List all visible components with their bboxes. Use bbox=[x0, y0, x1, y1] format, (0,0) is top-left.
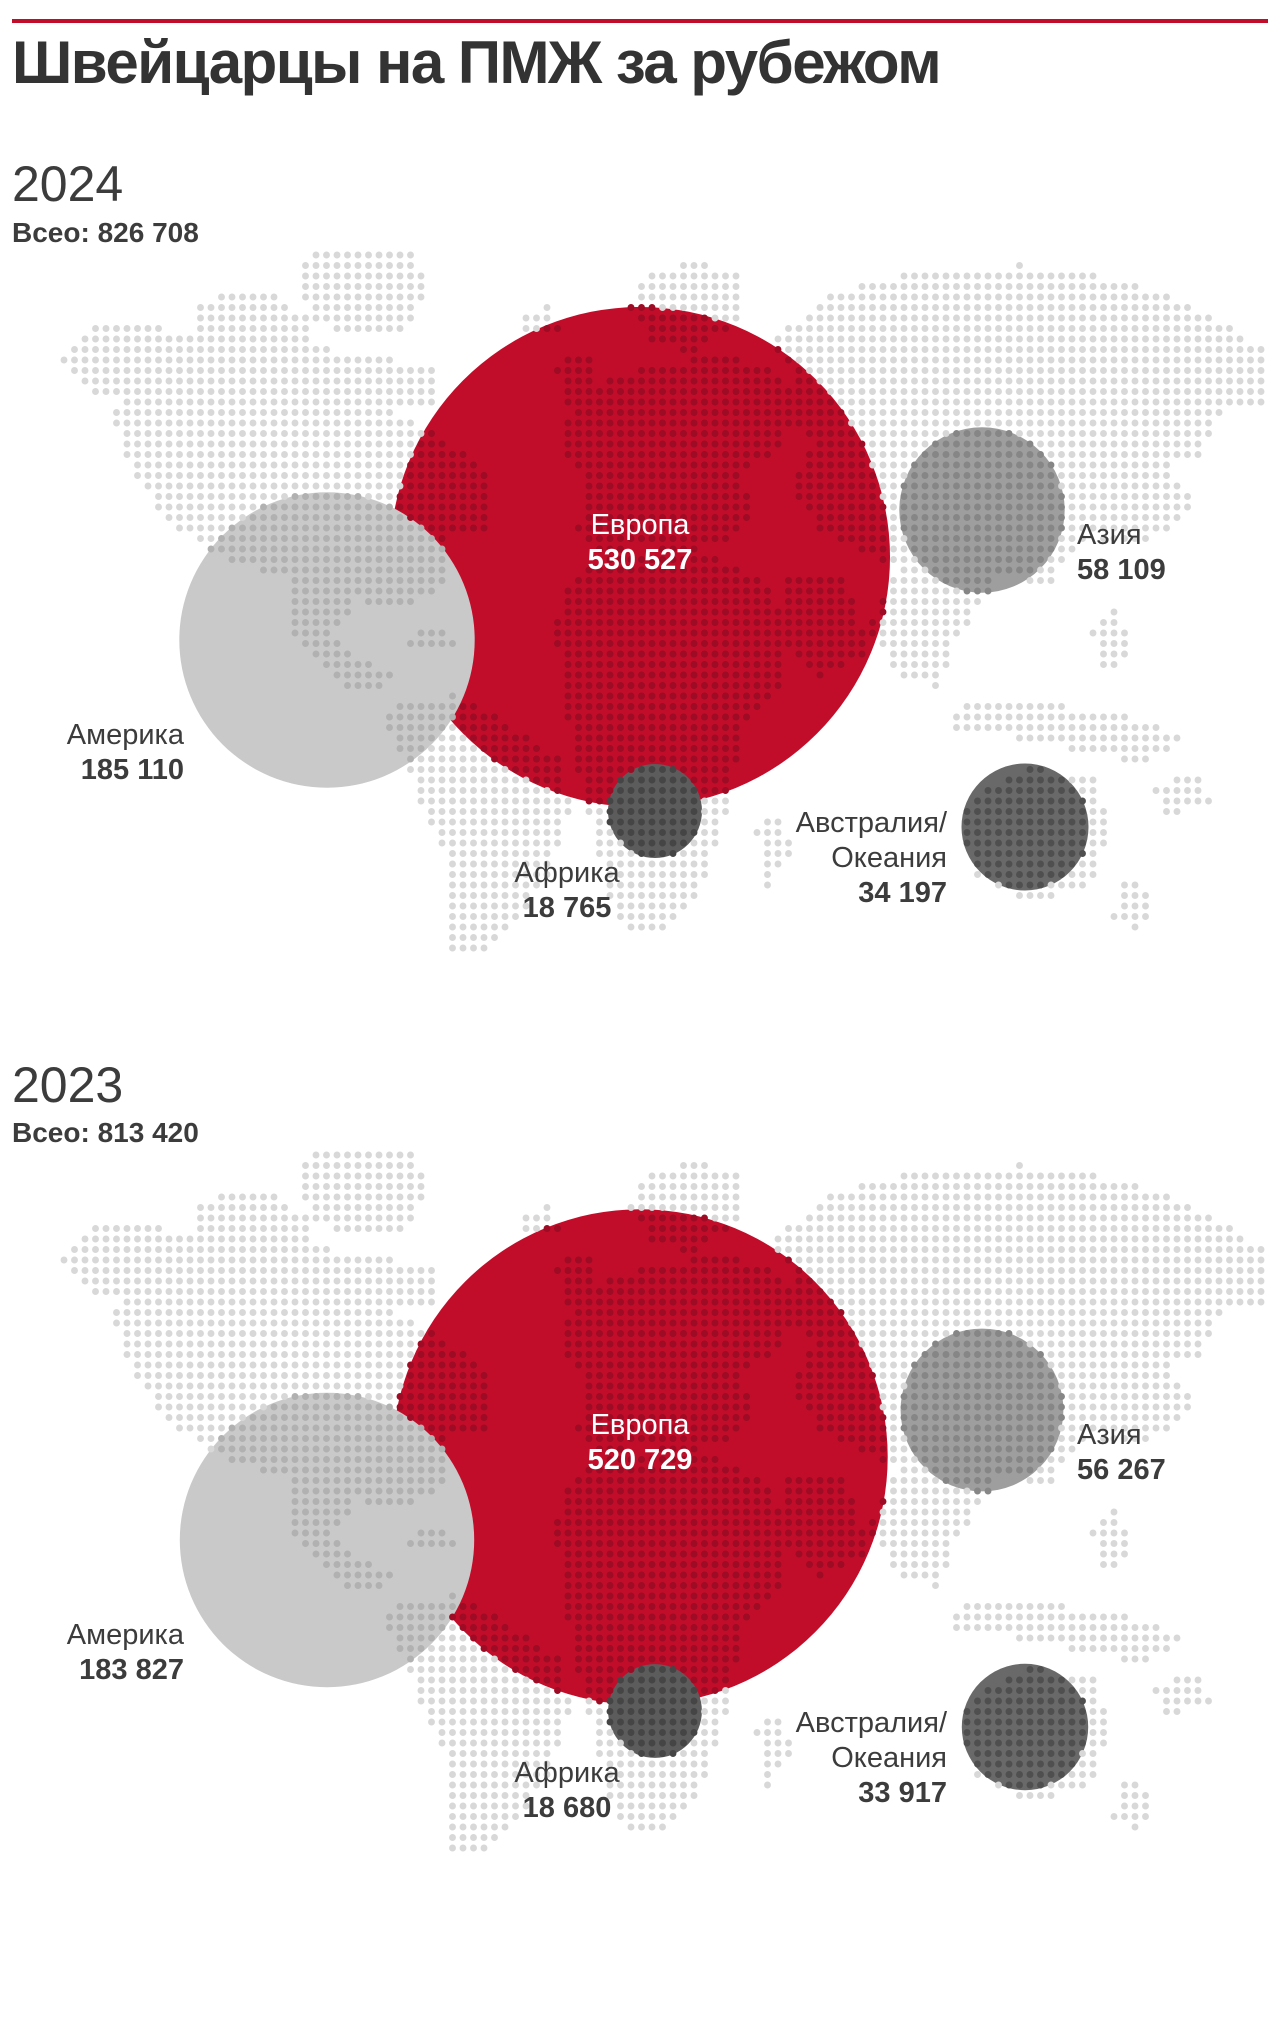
region-name: Океания bbox=[831, 1742, 947, 1774]
region-value: 58 109 bbox=[1077, 554, 1166, 586]
region-value: 34 197 bbox=[858, 877, 947, 909]
region-name: Америка bbox=[66, 1619, 184, 1651]
region-name: Азия bbox=[1077, 519, 1142, 551]
year-heading-2023: 2023 bbox=[12, 1057, 124, 1113]
region-value: 18 765 bbox=[522, 892, 612, 924]
world-map-2024: Европа 530 527 Америка 185 110 Азия 58 109 Афр… bbox=[0, 245, 1280, 1005]
label-africa: Африка 18 765 bbox=[367, 856, 767, 926]
region-name: Австралия/ bbox=[795, 1707, 947, 1739]
bubble-asia bbox=[899, 427, 1065, 593]
region-name: Европа bbox=[590, 1409, 690, 1441]
bubble-asia bbox=[900, 1328, 1064, 1492]
label-europe: Европа 520 729 bbox=[440, 1408, 840, 1478]
label-africa: Африка 18 680 bbox=[367, 1756, 767, 1826]
label-america: Америка 185 110 bbox=[67, 718, 184, 788]
bubble-australia bbox=[961, 1663, 1089, 1791]
region-name: Африка bbox=[514, 857, 620, 889]
label-america: Америка 183 827 bbox=[67, 1618, 184, 1688]
region-value: 530 527 bbox=[587, 544, 693, 576]
page-title: Швейцарцы на ПМЖ за рубежом bbox=[12, 29, 942, 96]
region-value: 185 110 bbox=[80, 754, 184, 786]
region-value: 18 680 bbox=[522, 1792, 612, 1824]
region-name: Океания bbox=[831, 842, 947, 874]
region-name: Европа bbox=[590, 509, 690, 541]
year-heading-2024: 2024 bbox=[12, 156, 124, 212]
total-2023: Всео: 813 420 bbox=[12, 1117, 199, 1148]
region-value: 183 827 bbox=[79, 1654, 184, 1686]
region-name: Африка bbox=[514, 1757, 620, 1789]
top-rule bbox=[12, 19, 1268, 23]
dot-world-map bbox=[60, 1151, 1265, 1852]
region-value: 520 729 bbox=[587, 1444, 693, 1476]
total-2024: Всео: 826 708 bbox=[12, 217, 199, 248]
bubble-america bbox=[179, 1392, 475, 1688]
label-europe: Европа 530 527 bbox=[440, 508, 840, 578]
region-name: Австралия/ bbox=[795, 807, 947, 839]
world-map-2023: Европа 520 729 Америка 183 827 Азия 56 267 Афр… bbox=[0, 1145, 1280, 1905]
region-name: Азия bbox=[1077, 1419, 1142, 1451]
region-value: 56 267 bbox=[1077, 1454, 1166, 1486]
region-name: Америка bbox=[66, 719, 184, 751]
dot-world-map bbox=[60, 251, 1265, 952]
label-australia: Австралия/Океания 34 197 bbox=[796, 806, 947, 911]
region-value: 33 917 bbox=[858, 1777, 947, 1809]
label-asia: Азия 56 267 bbox=[1077, 1418, 1166, 1488]
label-asia: Азия 58 109 bbox=[1077, 518, 1166, 588]
bubble-australia bbox=[961, 763, 1089, 891]
label-australia: Австралия/Океания 33 917 bbox=[796, 1706, 947, 1811]
